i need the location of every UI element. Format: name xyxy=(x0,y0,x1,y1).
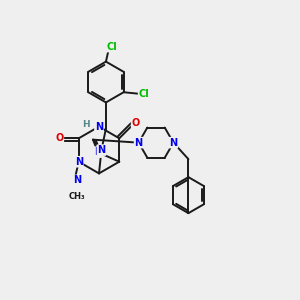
Text: O: O xyxy=(55,133,63,143)
Text: N: N xyxy=(135,138,143,148)
Text: N: N xyxy=(73,175,81,185)
Text: Cl: Cl xyxy=(139,89,149,99)
Text: N: N xyxy=(95,122,103,132)
Text: Cl: Cl xyxy=(106,42,117,52)
Text: N: N xyxy=(94,147,102,157)
Text: N: N xyxy=(75,157,83,167)
Text: H: H xyxy=(82,120,90,129)
Text: CH₃: CH₃ xyxy=(69,192,85,201)
Text: N: N xyxy=(98,145,106,155)
Text: O: O xyxy=(132,118,140,128)
Text: N: N xyxy=(169,138,178,148)
